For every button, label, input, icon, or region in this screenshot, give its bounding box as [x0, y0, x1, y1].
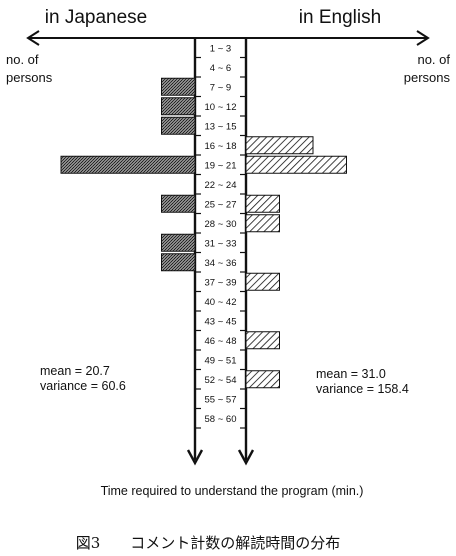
bar-english-37-39	[245, 272, 280, 291]
stat-left-mean: mean = 20.7	[40, 364, 110, 378]
category-label: 46 ~ 48	[205, 336, 237, 347]
category-label: 34 ~ 36	[205, 258, 237, 269]
stat-right-variance: variance = 158.4	[316, 382, 409, 396]
category-label: 31 ~ 33	[205, 238, 237, 249]
bar-english-25-27	[245, 194, 280, 213]
category-label: 10 ~ 12	[205, 102, 237, 113]
category-label: 19 ~ 21	[205, 160, 237, 171]
bar-english-28-30	[245, 214, 280, 233]
bar-japanese-31-33	[161, 233, 196, 252]
bar-japanese-25-27	[161, 194, 196, 213]
bar-japanese-10-12	[161, 97, 196, 116]
category-label: 1 ~ 3	[210, 43, 231, 54]
right-category-axis-arrow	[237, 449, 255, 466]
stat-left-variance: variance = 60.6	[40, 379, 126, 393]
bar-english-52-54	[245, 370, 280, 389]
stat-right-mean: mean = 31.0	[316, 367, 386, 381]
category-label: 16 ~ 18	[205, 141, 237, 152]
left-category-axis-arrow	[186, 449, 204, 466]
category-label: 4 ~ 6	[210, 63, 231, 74]
right-value-axis-label: no. of persons	[404, 52, 451, 85]
figure-caption: 図3 コメント計数の解読時間の分布	[76, 534, 341, 552]
bar-japanese-34-36	[161, 253, 196, 272]
bar-english-19-21	[245, 155, 347, 174]
series-japanese-bars	[60, 77, 196, 272]
category-label: 58 ~ 60	[205, 414, 237, 425]
category-label: 37 ~ 39	[205, 277, 237, 288]
category-label: 25 ~ 27	[205, 199, 237, 210]
category-label: 55 ~ 57	[205, 394, 237, 405]
bar-japanese-19-21	[60, 155, 196, 174]
heading-right: in English	[299, 7, 381, 28]
bar-english-46-48	[245, 331, 280, 350]
bar-japanese-7-9	[161, 77, 196, 96]
category-axis-label: Time required to understand the program …	[101, 484, 364, 498]
category-label: 49 ~ 51	[205, 355, 237, 366]
value-axis-left-arrow	[26, 30, 40, 46]
bar-english-16-18	[245, 136, 314, 155]
category-label: 40 ~ 42	[205, 297, 237, 308]
category-labels: 1 ~ 3 4 ~ 6 7 ~ 9 10 ~ 12 13 ~ 15 16 ~ 18 19 ~…	[205, 43, 237, 425]
category-label: 13 ~ 15	[205, 121, 237, 132]
category-ticks	[195, 56, 246, 429]
series-english-bars	[245, 136, 347, 389]
heading-left: in Japanese	[45, 7, 147, 28]
category-label: 52 ~ 54	[205, 375, 237, 386]
left-value-axis-label: no. of persons	[6, 52, 53, 85]
value-axis-right-arrow	[416, 30, 430, 46]
category-label: 7 ~ 9	[210, 82, 231, 93]
category-label: 43 ~ 45	[205, 316, 237, 327]
bar-japanese-13-15	[161, 116, 196, 135]
category-label: 28 ~ 30	[205, 219, 237, 230]
category-label: 22 ~ 24	[205, 180, 237, 191]
